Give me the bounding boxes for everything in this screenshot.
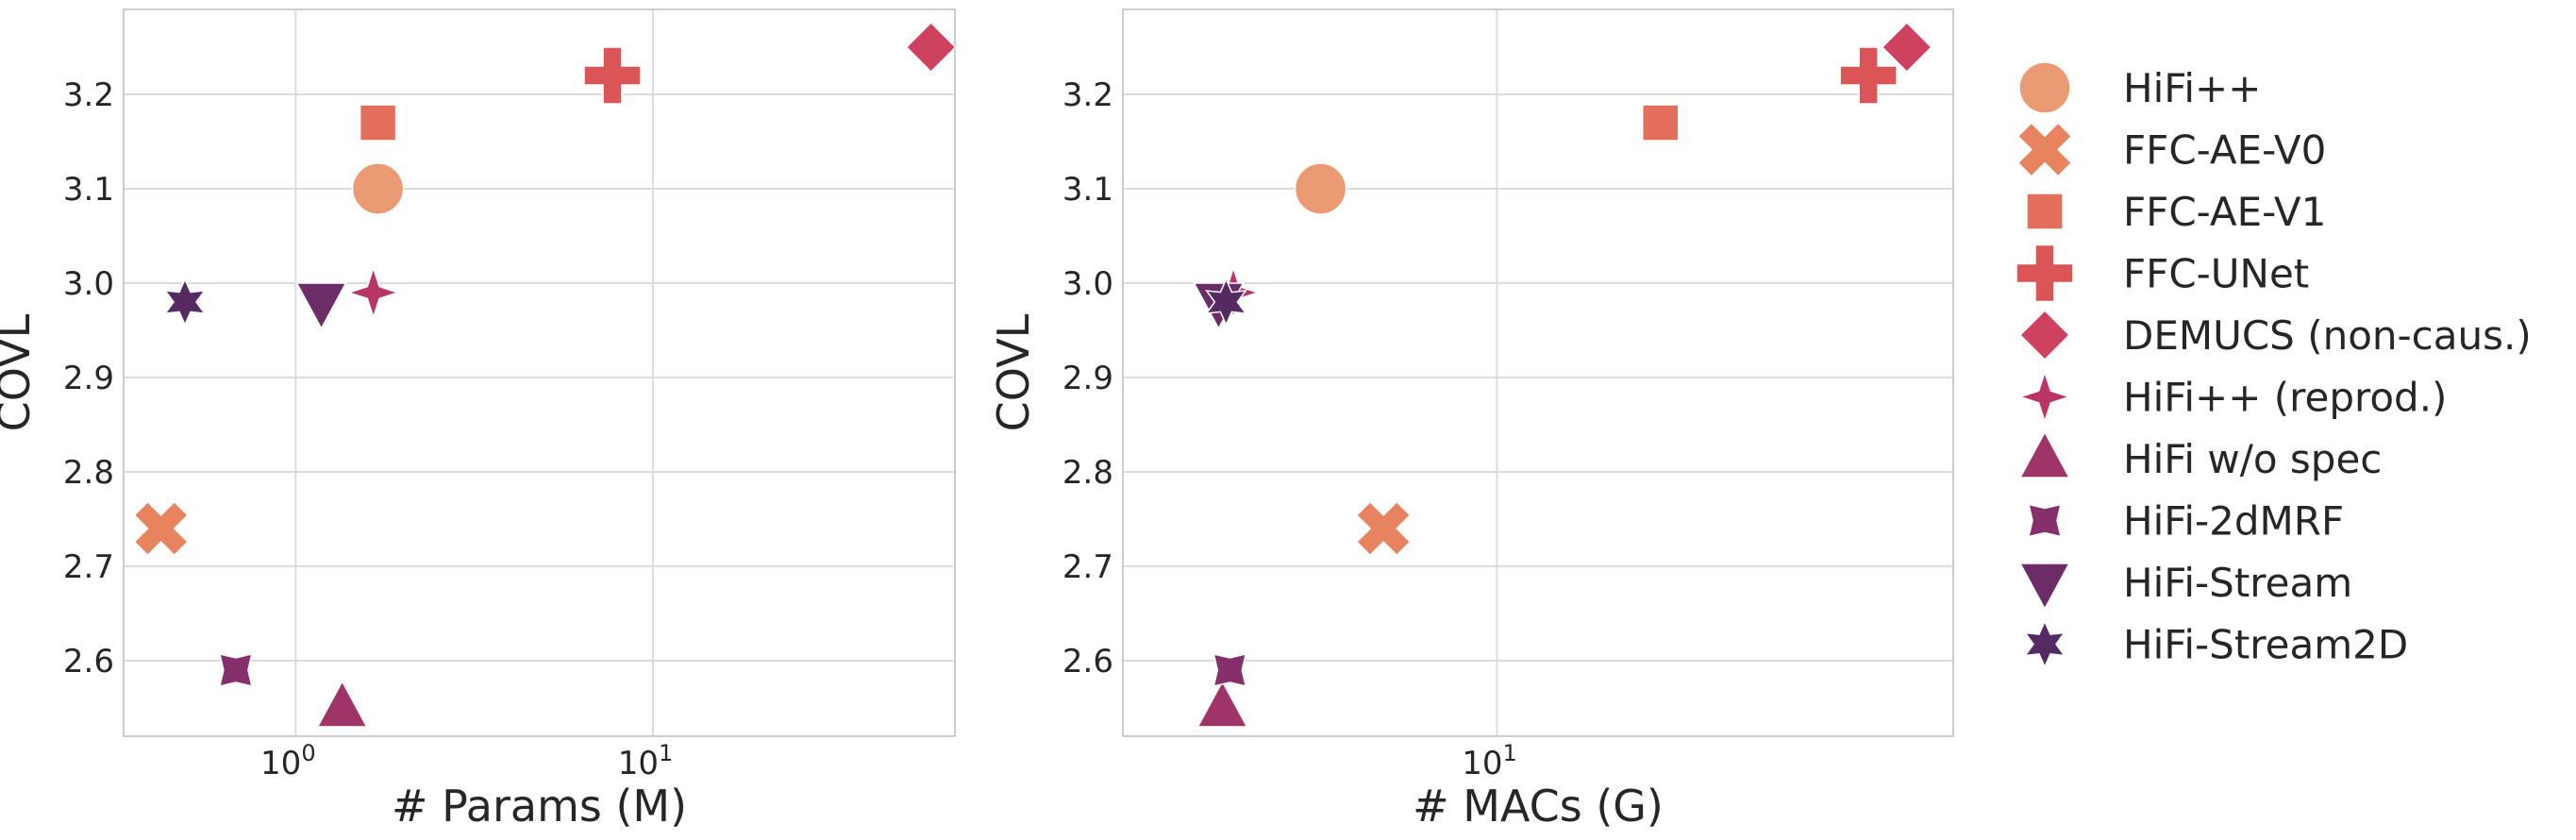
legend-label: HiFi w/o spec — [2123, 436, 2382, 482]
point-hifi-w-o-spec — [316, 680, 368, 728]
grid — [124, 9, 955, 736]
legend-label: HiFi-Stream — [2123, 560, 2352, 606]
legend-label: DEMUCS (non-caus.) — [2123, 312, 2532, 359]
legend-marker-ffc-ae-v0 — [2016, 122, 2073, 177]
legend-marker-hifi-2dmrf — [2028, 503, 2062, 538]
legend-item-ffc-ae-v0: FFC-AE-V0 — [2016, 122, 2326, 177]
legend-item-hifi-reprod: HiFi++ (reprod.) — [2017, 370, 2447, 424]
legend-label: HiFi-Stream2D — [2123, 622, 2408, 668]
data-points — [1193, 21, 1932, 728]
legend-item-demucs-non-caus: DEMUCS (non-caus.) — [2018, 309, 2532, 361]
y-tick-label: 3.2 — [1062, 76, 1113, 114]
y-tick-label: 3.1 — [1062, 171, 1113, 209]
legend-label: FFC-UNet — [2123, 251, 2309, 297]
x-axis-label: # MACs (G) — [1413, 781, 1664, 832]
point-ffc-ae-v0 — [1355, 500, 1412, 557]
legend-label: FFC-AE-V1 — [2123, 189, 2326, 235]
point-ffc-ae-v1 — [359, 104, 397, 142]
point-ffc-ae-v1 — [1641, 104, 1680, 142]
legend-marker-hifi-stream2d — [2023, 619, 2066, 669]
y-tick-label: 2.6 — [63, 643, 114, 680]
point-demucs-non-caus — [1881, 21, 1932, 74]
point-hifi — [351, 162, 405, 215]
legend-label: FFC-AE-V0 — [2123, 127, 2326, 174]
legend-item-ffc-ae-v1: FFC-AE-V1 — [2026, 189, 2326, 235]
point-hifi-stream2d — [163, 277, 207, 327]
x-tick-label: 101 — [618, 740, 674, 782]
point-ffc-unet — [583, 46, 642, 105]
point-ffc-unet — [1839, 46, 1898, 105]
y-tick-label: 2.7 — [63, 548, 114, 586]
point-hifi-w-o-spec — [1196, 680, 1248, 728]
legend-marker-ffc-ae-v1 — [2026, 193, 2064, 230]
point-hifi-reprod — [346, 265, 401, 320]
macs-scatter-panel: 2.6 2.7 2.8 2.9 3.0 3.1 3.2 101# MACs (G) COVL — [988, 8, 1954, 832]
legend-label: HiFi++ (reprod.) — [2123, 375, 2447, 421]
legend-marker-hifi-reprod — [2017, 370, 2072, 424]
y-tick-label: 2.8 — [1062, 454, 1113, 492]
legend-item-hifi: HiFi++ — [2018, 61, 2261, 114]
legend-marker-hifi — [2018, 61, 2071, 114]
plot-frame — [123, 8, 956, 737]
legend-item-hifi-stream: HiFi-Stream — [2018, 560, 2352, 611]
legend-label: HiFi++ — [2123, 65, 2261, 111]
legend-marker-demucs-non-caus — [2018, 309, 2071, 361]
plot-frame — [1122, 8, 1954, 737]
y-axis-label: COVL — [0, 313, 40, 431]
legend-item-hifi-stream2d: HiFi-Stream2D — [2023, 619, 2408, 669]
point-demucs-non-caus — [905, 21, 957, 74]
legend: HiFi++ FFC-AE-V0 FFC-AE-V1 FFC-UNet DEMUCS (… — [2016, 61, 2532, 669]
y-tick-label: 2.9 — [63, 360, 114, 397]
point-hifi — [1294, 162, 1347, 215]
legend-item-hifi-2dmrf: HiFi-2dMRF — [2028, 498, 2344, 545]
legend-item-hifi-w-o-spec: HiFi w/o spec — [2018, 430, 2382, 482]
data-points — [133, 21, 957, 728]
x-tick-label: 101 — [1462, 740, 1517, 782]
y-axis-label: COVL — [988, 313, 1039, 431]
point-hifi-stream — [295, 282, 347, 330]
x-tick-label: 100 — [260, 740, 316, 782]
y-tick-label: 3.0 — [1062, 265, 1113, 303]
params-scatter-panel: 2.6 2.7 2.8 2.9 3.0 3.1 3.2 100 101# Params (M) C… — [0, 8, 957, 832]
point-ffc-ae-v0 — [133, 500, 190, 557]
legend-marker-ffc-unet — [2016, 244, 2074, 303]
y-tick-label: 3.0 — [63, 265, 114, 303]
y-tick-label: 2.8 — [63, 454, 114, 492]
y-tick-label: 3.2 — [63, 76, 114, 114]
legend-marker-hifi-stream — [2018, 563, 2071, 611]
y-tick-label: 3.1 — [63, 171, 114, 209]
point-hifi-stream2d — [1205, 277, 1247, 327]
x-axis-label: # Params (M) — [392, 781, 687, 832]
point-hifi-2dmrf — [218, 653, 253, 687]
legend-item-ffc-unet: FFC-UNet — [2016, 244, 2309, 303]
grid — [1123, 9, 1953, 736]
y-tick-label: 2.6 — [1062, 643, 1113, 680]
point-hifi-2dmrf — [1213, 653, 1247, 687]
y-tick-label: 2.7 — [1062, 548, 1113, 586]
legend-marker-hifi-w-o-spec — [2018, 430, 2071, 479]
legend-label: HiFi-2dMRF — [2123, 498, 2344, 545]
y-tick-label: 2.9 — [1062, 360, 1113, 397]
